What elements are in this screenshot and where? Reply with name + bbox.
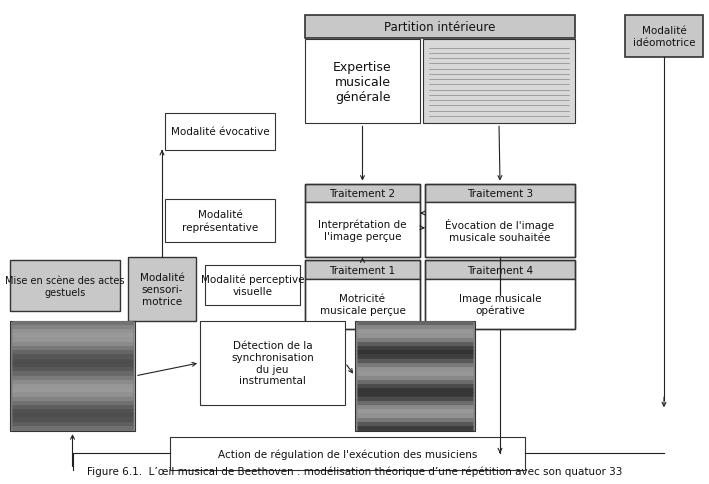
Bar — [200, 321, 345, 405]
Bar — [10, 261, 120, 311]
Bar — [423, 40, 575, 124]
Text: Interprétation de
l'image perçue: Interprétation de l'image perçue — [318, 219, 407, 242]
Text: Modalité perceptive
visuelle: Modalité perceptive visuelle — [201, 274, 304, 296]
Bar — [170, 437, 525, 470]
Bar — [165, 114, 275, 151]
Text: Expertise
musicale
générale: Expertise musicale générale — [333, 60, 392, 104]
Bar — [305, 40, 420, 124]
Bar — [425, 261, 575, 329]
Bar — [128, 258, 196, 321]
Text: Figure 6.1.  L’œil musical de Beethoven : modélisation théorique d’une répétitio: Figure 6.1. L’œil musical de Beethoven :… — [86, 465, 623, 476]
Bar — [425, 184, 575, 258]
Text: Détection de la
synchronisation
du jeu
instrumental: Détection de la synchronisation du jeu i… — [231, 341, 314, 385]
Text: Image musicale
opérative: Image musicale opérative — [459, 293, 541, 316]
Bar — [425, 261, 575, 280]
Text: Modalité
représentative: Modalité représentative — [182, 210, 258, 232]
Bar — [305, 184, 420, 258]
Text: Évocation de l'image
musicale souhaitée: Évocation de l'image musicale souhaitée — [445, 219, 554, 242]
Text: Traitement 3: Traitement 3 — [467, 189, 533, 198]
Bar — [425, 280, 575, 329]
Bar — [305, 184, 420, 203]
Bar — [11, 322, 134, 430]
Text: Mise en scène des actes
gestuels: Mise en scène des actes gestuels — [5, 275, 125, 297]
Bar — [305, 16, 575, 39]
Text: Traitement 1: Traitement 1 — [330, 265, 396, 275]
Bar — [355, 321, 475, 431]
Text: Modalité
sensori-
motrice: Modalité sensori- motrice — [140, 273, 184, 306]
Bar — [305, 280, 420, 329]
Bar — [305, 261, 420, 280]
Bar — [305, 203, 420, 258]
Text: Traitement 4: Traitement 4 — [467, 265, 533, 275]
Text: Modalité évocative: Modalité évocative — [171, 127, 269, 137]
Text: Partition intérieure: Partition intérieure — [384, 21, 496, 34]
Text: Motricité
musicale perçue: Motricité musicale perçue — [320, 294, 406, 316]
Bar — [425, 184, 575, 203]
Bar — [305, 261, 420, 329]
Bar — [425, 203, 575, 258]
Bar — [10, 321, 135, 431]
Bar — [205, 265, 300, 305]
Text: Action de régulation de l'exécution des musiciens: Action de régulation de l'exécution des … — [218, 448, 477, 459]
Bar — [165, 200, 275, 242]
Text: Modalité
idéomotrice: Modalité idéomotrice — [632, 26, 696, 47]
Bar — [625, 16, 703, 58]
Text: Traitement 2: Traitement 2 — [330, 189, 396, 198]
